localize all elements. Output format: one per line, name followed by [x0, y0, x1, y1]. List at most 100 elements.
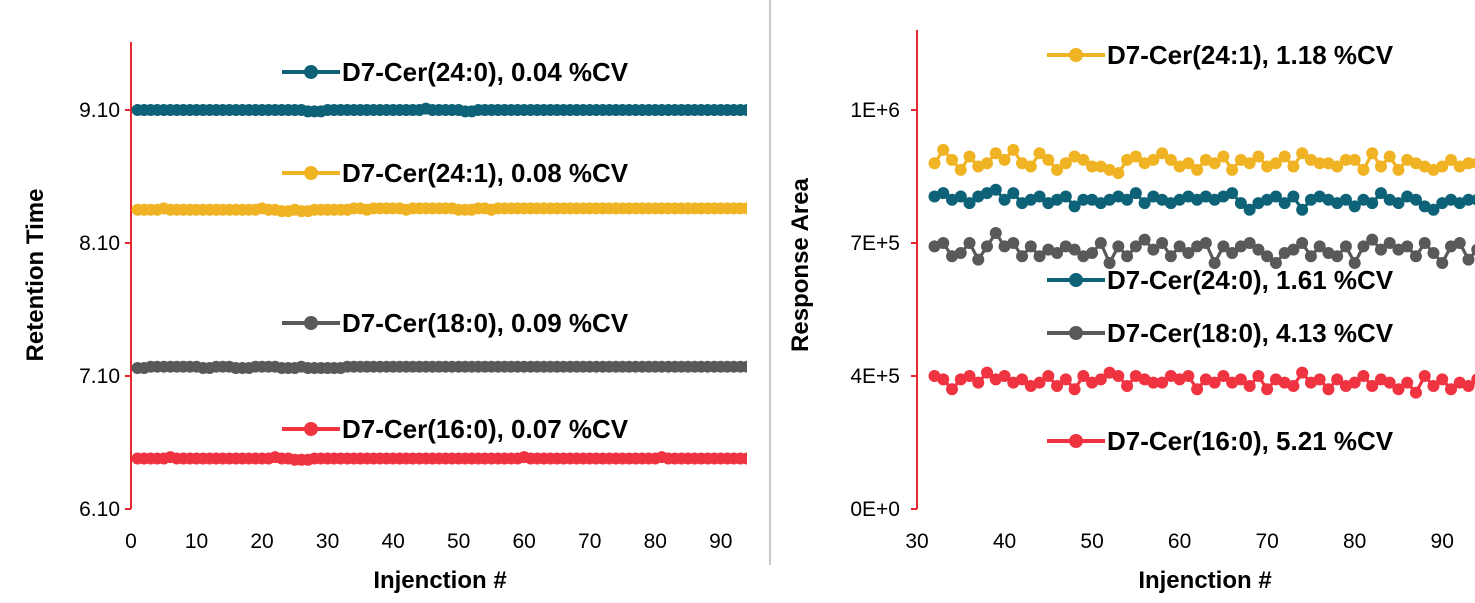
data-point — [1094, 237, 1107, 249]
data-point — [954, 163, 967, 176]
data-point — [1427, 203, 1440, 216]
series-d7-cer-24-0-1-61-cv — [928, 183, 1475, 216]
data-point — [1313, 373, 1326, 386]
data-point — [1366, 197, 1379, 210]
data-point — [1409, 250, 1422, 263]
data-point — [1409, 386, 1422, 399]
legend-swatch-marker — [304, 422, 318, 436]
data-point — [981, 157, 994, 170]
data-point — [963, 237, 976, 249]
data-point — [1296, 366, 1309, 379]
data-point — [1068, 200, 1081, 213]
data-point — [1269, 256, 1282, 269]
y-axis-title: Retention Time — [22, 189, 49, 362]
legend-swatch-marker — [304, 65, 318, 79]
data-point — [1243, 237, 1256, 249]
data-point — [1418, 370, 1431, 382]
legend-entry: D7-Cer(16:0), 0.07 %CV — [282, 414, 629, 444]
x-tick-label: 10 — [185, 530, 208, 553]
x-tick-label: 60 — [1168, 530, 1191, 553]
data-point — [954, 246, 967, 259]
data-point — [1059, 190, 1072, 203]
data-point — [1462, 379, 1475, 392]
data-point — [1208, 256, 1221, 269]
data-point — [1348, 200, 1361, 213]
data-point — [1033, 147, 1046, 160]
data-point — [741, 202, 747, 215]
data-point — [1138, 233, 1151, 246]
legend-label: D7-Cer(16:0), 0.07 %CV — [342, 414, 629, 444]
data-point — [937, 187, 950, 200]
data-point — [1191, 383, 1204, 396]
data-point — [1147, 243, 1160, 256]
data-point — [1103, 256, 1116, 269]
series-d7-cer-24-1-1-18-cv — [928, 143, 1475, 180]
data-point — [989, 227, 1002, 240]
data-point — [1208, 157, 1221, 170]
data-point — [1033, 190, 1046, 203]
data-point — [1094, 373, 1107, 386]
data-point — [1156, 376, 1169, 389]
data-point — [1339, 193, 1352, 206]
data-point — [928, 157, 941, 170]
data-point — [1304, 250, 1317, 263]
data-point — [1243, 379, 1256, 392]
data-point — [1252, 150, 1265, 163]
series-d7-cer-16-0-5-21-cv — [928, 366, 1475, 399]
data-point — [1261, 383, 1274, 396]
x-tick-label: 40 — [381, 530, 404, 553]
data-point — [946, 383, 959, 396]
data-point — [1068, 243, 1081, 256]
x-tick-label: 70 — [578, 530, 601, 553]
data-point — [1182, 157, 1195, 170]
y-tick-label: 7E+5 — [850, 232, 900, 255]
data-point — [1401, 240, 1414, 253]
y-tick-label: 8.10 — [79, 232, 120, 255]
legend-label: D7-Cer(24:0), 0.04 %CV — [342, 57, 629, 87]
data-point — [1129, 187, 1142, 200]
data-point — [1121, 379, 1134, 392]
legend-swatch-marker — [1069, 434, 1083, 448]
series-d7-cer-16-0-0-07-cv — [131, 451, 747, 466]
data-point — [1156, 147, 1169, 160]
data-point — [1357, 240, 1370, 253]
data-point — [963, 150, 976, 163]
data-point — [1051, 379, 1064, 392]
data-point — [1042, 153, 1055, 166]
data-point — [1339, 240, 1352, 253]
response-area-chart: 0E+0 4E+5 7E+5 1E+6 30 40 50 60 70 80 90 Injenction… — [787, 30, 1475, 594]
x-tick-label: 0 — [125, 530, 137, 553]
data-point — [1147, 376, 1160, 389]
data-point — [1033, 250, 1046, 263]
data-point — [1313, 240, 1326, 253]
y-axis-title: Response Area — [787, 177, 814, 352]
legend-swatch-marker — [304, 166, 318, 180]
legend-swatch-marker — [1069, 48, 1083, 62]
data-point — [1164, 153, 1177, 166]
data-point — [1366, 147, 1379, 160]
x-tick-label: 30 — [316, 530, 339, 553]
data-point — [1182, 246, 1195, 259]
data-point — [1339, 153, 1352, 166]
legend-label: D7-Cer(18:0), 0.09 %CV — [342, 308, 629, 338]
data-point — [1112, 167, 1125, 180]
data-point — [1296, 203, 1309, 216]
data-point — [1374, 160, 1387, 173]
x-tick-label: 90 — [1431, 530, 1454, 553]
x-tick-label: 90 — [709, 530, 732, 553]
data-point — [1471, 373, 1475, 385]
data-point — [1086, 160, 1099, 173]
data-point — [937, 143, 950, 156]
data-point — [1016, 373, 1029, 386]
data-point — [1401, 376, 1414, 389]
data-point — [1234, 373, 1247, 386]
data-point — [1077, 370, 1090, 382]
series-d7-cer-24-1-0-08-cv — [131, 202, 747, 218]
data-point — [1173, 240, 1186, 253]
y-tick-label: 6.10 — [79, 498, 120, 521]
data-point — [1471, 194, 1475, 206]
data-point — [946, 153, 959, 166]
data-point — [1357, 370, 1370, 382]
data-point — [1059, 373, 1072, 386]
